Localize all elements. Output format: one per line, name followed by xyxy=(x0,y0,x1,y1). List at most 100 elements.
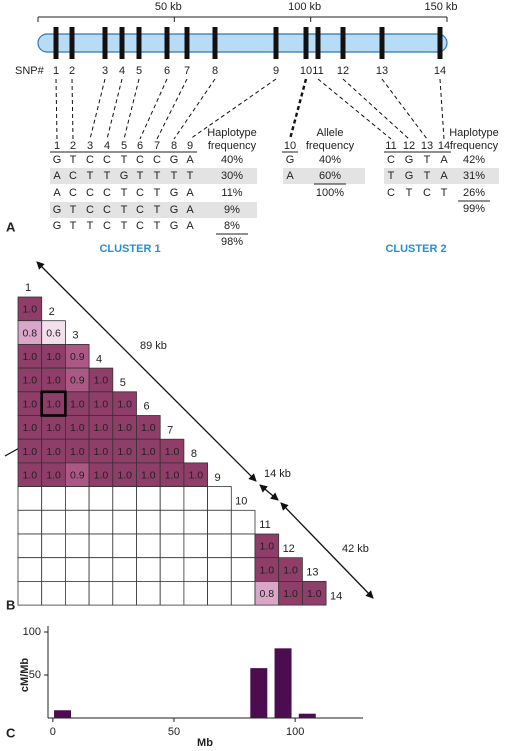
allele-cell: C xyxy=(153,154,161,166)
allele-cell: C xyxy=(103,220,111,232)
panel-label: A xyxy=(6,219,16,234)
snp-number: 9 xyxy=(273,65,279,77)
y-tick-label: 100 xyxy=(23,626,41,638)
frequency: 40% xyxy=(221,154,243,166)
allele-cell: C xyxy=(387,154,395,166)
frequency: 11% xyxy=(221,187,242,199)
bar xyxy=(54,710,72,718)
snp-number: 7 xyxy=(167,424,173,436)
ld-cell xyxy=(112,533,137,559)
distance-label: 42 kb xyxy=(342,543,369,555)
allele-cell: G xyxy=(170,220,179,232)
column-header: 4 xyxy=(104,140,110,152)
allele-cell: A xyxy=(186,187,194,199)
snp-number: 7 xyxy=(184,65,190,77)
ld-cell xyxy=(65,581,90,606)
ld-cell xyxy=(159,509,185,535)
column-header: 2 xyxy=(70,140,76,152)
allele-cell: T xyxy=(424,170,431,182)
ld-cell xyxy=(183,557,208,582)
row-shade xyxy=(283,168,365,184)
frequency: 60% xyxy=(319,170,341,182)
ld-value: 1.0 xyxy=(46,422,61,434)
ld-value: 1.0 xyxy=(23,446,38,458)
column-header: 7 xyxy=(154,140,160,152)
ld-value: 1.0 xyxy=(46,470,61,482)
ld-cell xyxy=(230,557,256,582)
distance-label: 89 kb xyxy=(140,340,167,352)
ld-value: 1.0 xyxy=(23,375,38,387)
column-header: 5 xyxy=(121,140,127,152)
ld-cell xyxy=(183,486,208,511)
snp-connector xyxy=(156,78,188,140)
x-tick-label: 100 xyxy=(286,726,304,738)
allele-cell: T xyxy=(187,170,194,182)
allele-cell: C xyxy=(103,204,111,216)
ld-cell xyxy=(17,486,43,511)
snp-number: 10 xyxy=(300,65,312,77)
bar xyxy=(250,668,268,718)
ld-value: 1.0 xyxy=(23,422,38,434)
snp-number: 6 xyxy=(164,65,170,77)
snp-number: 6 xyxy=(143,401,149,413)
ld-cell xyxy=(112,557,137,582)
allele-cell: T xyxy=(87,170,94,182)
snp-number: 12 xyxy=(337,65,349,77)
ld-value: 1.0 xyxy=(23,304,38,316)
ld-cell xyxy=(159,581,185,606)
snp-marker xyxy=(340,27,346,59)
y-tick-label: 50 xyxy=(29,669,41,681)
allele-cell: C xyxy=(69,187,77,199)
allele-cell: C xyxy=(136,154,144,166)
snp-number: 14 xyxy=(434,65,446,77)
ld-cell xyxy=(207,533,232,559)
ld-cell xyxy=(207,557,232,582)
ld-value: 1.0 xyxy=(94,422,109,434)
ld-cell xyxy=(136,557,161,582)
allele-cell: T xyxy=(424,154,431,166)
ld-value: 1.0 xyxy=(283,564,298,576)
ld-value: 1.0 xyxy=(165,470,180,482)
ld-cell xyxy=(183,581,208,606)
allele-cell: A xyxy=(186,220,194,232)
distance-arrow xyxy=(36,261,257,482)
allele-cell: T xyxy=(406,187,413,199)
ld-value: 1.0 xyxy=(117,398,132,410)
snp-number: 3 xyxy=(72,330,78,342)
allele-cell: C xyxy=(136,204,144,216)
column-header: 12 xyxy=(403,140,415,152)
ld-cell xyxy=(17,533,43,559)
ld-cell xyxy=(17,581,43,606)
allele-cell: A xyxy=(53,187,61,199)
allele-cell: C xyxy=(136,187,144,199)
snp-marker xyxy=(273,27,279,59)
snp-marker xyxy=(53,27,59,59)
ld-value: 1.0 xyxy=(94,470,109,482)
frequency: 26% xyxy=(463,187,485,199)
allele-cell: G xyxy=(286,154,295,166)
ld-cell xyxy=(136,581,161,606)
panel-label: B xyxy=(6,597,15,612)
allele-cell: T xyxy=(70,204,77,216)
ld-cell xyxy=(112,581,137,606)
snp-number: 4 xyxy=(96,353,102,365)
allele-cell: G xyxy=(170,154,179,166)
allele-cell: T xyxy=(154,204,161,216)
ld-cell xyxy=(41,557,66,582)
snp-number: 8 xyxy=(212,65,218,77)
frequency: 42% xyxy=(463,154,485,166)
ld-value: 1.0 xyxy=(23,470,38,482)
ld-value: 0.8 xyxy=(23,327,38,339)
allele-cell: A xyxy=(186,154,194,166)
ld-cell xyxy=(159,557,185,582)
allele-cell: C xyxy=(423,187,431,199)
snp-connector xyxy=(173,78,216,140)
snp-number: 8 xyxy=(191,448,197,460)
frequency: 31% xyxy=(463,170,485,182)
snp-number: 13 xyxy=(306,567,318,579)
snp-number: 13 xyxy=(376,65,388,77)
snp-connector xyxy=(55,78,58,140)
column-header: 9 xyxy=(187,140,193,152)
allele-cell: T xyxy=(121,220,128,232)
